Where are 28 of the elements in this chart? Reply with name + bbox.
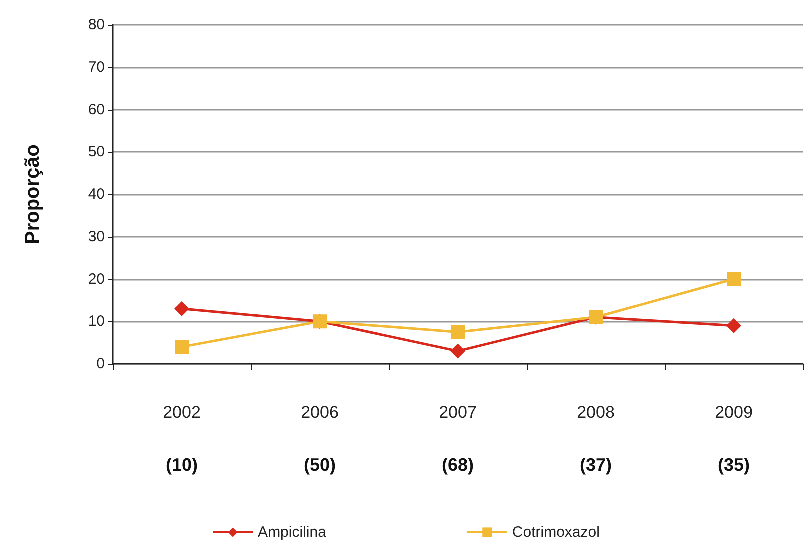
x-tick-label: 2009 — [715, 403, 753, 422]
legend-label: Ampicilina — [258, 524, 328, 541]
x-tick-label: 2007 — [439, 403, 477, 422]
text: (37) — [580, 455, 612, 475]
y-tick-label: 20 — [88, 270, 105, 288]
y-tick-label: 60 — [88, 101, 105, 118]
x-tick-label: 2008 — [577, 403, 615, 422]
text: (50) — [304, 455, 336, 475]
y-tick-label: 80 — [88, 16, 105, 34]
y-tick-label: 0 — [96, 356, 105, 372]
y-axis-title: Proporção — [22, 144, 44, 245]
point — [726, 318, 742, 334]
x-tick-label: 2002 — [163, 403, 201, 422]
text: (10) — [166, 455, 198, 475]
legend-label: Cotrimoxazol — [512, 524, 600, 541]
text: (35) — [718, 455, 750, 475]
y-tick-label: 50 — [88, 144, 105, 161]
y-tick-label: 70 — [88, 58, 105, 76]
point — [727, 272, 741, 286]
y-tick-label: 10 — [88, 313, 105, 330]
x-tick-label: 2006 — [301, 403, 339, 422]
point — [450, 344, 466, 359]
point — [174, 301, 190, 316]
y-tick-label: 40 — [88, 186, 105, 203]
y-tick-label: 30 — [88, 228, 105, 246]
point — [175, 340, 189, 354]
text: (68) — [442, 455, 474, 475]
point — [451, 325, 465, 340]
